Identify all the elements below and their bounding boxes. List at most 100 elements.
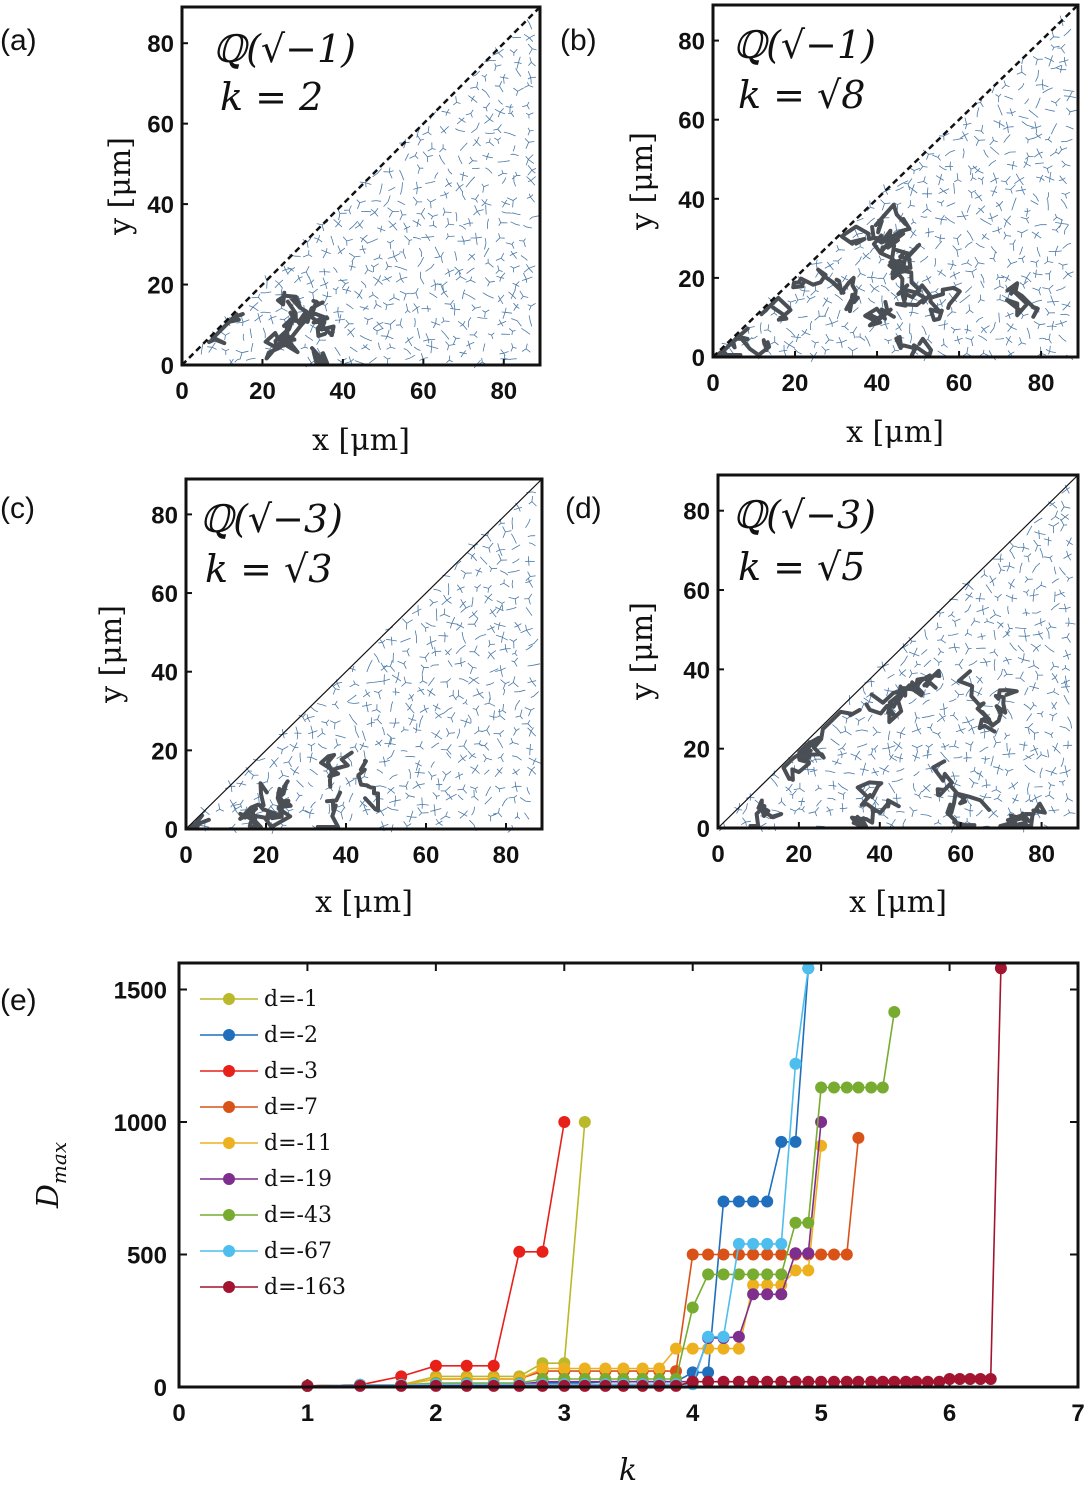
data-point [732,1342,745,1355]
network-plot-b [712,4,1079,362]
panel-label-b: (b) [560,24,597,57]
data-point [747,1248,760,1261]
chart-x-tick-label: 3 [558,1400,571,1427]
panel-c: (c) 0 20 40 60 80 0 20 40 60 80 ℚ(√−3) k = √3 x [… [0,477,544,920]
x-tick-label: 80 [1028,841,1055,868]
plot-frame-d [716,473,1080,830]
x-tick-label: 0 [179,842,192,869]
data-point [899,1375,912,1388]
y-axis-label-b: y [μm] [625,132,660,231]
legend-label: d=-43 [264,1203,332,1228]
series-line [307,1137,860,1387]
legend-entry: d=-43 [200,1203,332,1228]
chart-x-tick-label: 6 [943,1400,956,1427]
data-point [852,1131,865,1144]
chart-series [301,962,1007,1392]
series-d=-67 [301,962,815,1392]
panel-label-e: (e) [0,984,37,1017]
legend-entry: d=-11 [200,1131,332,1156]
y-tick-label: 0 [697,816,710,843]
chart-x-tick-label: 5 [814,1400,827,1427]
k-label-b: k = √8 [738,73,865,117]
data-point [888,1006,901,1018]
legend-marker [223,1173,235,1185]
x-tick-label: 20 [782,370,809,397]
data-point [636,1362,649,1375]
data-point [789,1264,802,1277]
legend: d=-1 d=-2 d=-3 d=-7 d=-11 d=-19 d=-43 d=-67 d=-1… [188,972,366,1300]
x-tick-label: 40 [864,370,891,397]
y-axis-label-c: y [μm] [94,605,129,704]
data-point [460,1359,473,1372]
data-point [775,1248,788,1261]
x-tick-label: 40 [333,842,360,869]
y-tick-label: 80 [683,499,710,526]
y-tick-label: 40 [151,660,178,687]
legend-marker [223,1065,235,1077]
y-tick-label: 60 [678,108,705,135]
data-point [747,1375,760,1388]
data-point [747,1268,760,1281]
x-axis-label-b: x [μm] [846,415,944,450]
series-d=-11 [301,1139,828,1392]
legend-label: d=-2 [264,1023,318,1048]
legend-label: d=-3 [264,1059,318,1084]
data-point [761,1279,774,1291]
y-tick-label: 60 [151,581,178,608]
diagonal-line [185,478,543,830]
tick-labels-c: 0 20 40 60 80 0 20 40 60 80 [151,502,519,869]
legend-marker [223,1245,235,1257]
cluster-path [207,290,336,365]
data-point [747,1288,760,1301]
diagonal-line [717,474,1079,829]
legend-label: d=-163 [264,1275,346,1300]
data-point [815,1139,828,1152]
data-point [828,1081,840,1094]
x-tick-label: 60 [947,841,974,868]
k-label-c: k = √3 [205,547,332,591]
panel-label-d: (d) [565,492,602,525]
data-point [732,1375,745,1388]
data-point [761,1195,774,1208]
data-point [994,962,1007,975]
data-point [617,1362,630,1375]
chart-y-tick-label: 500 [127,1243,167,1270]
data-point [964,1373,977,1385]
data-point [815,1375,828,1388]
plot-frame-c [184,477,544,831]
data-point [815,1081,828,1094]
chart-x-tick-label: 4 [686,1400,700,1427]
cluster-path [748,669,1047,828]
data-point [865,1081,878,1094]
x-axis-label-d: x [μm] [849,885,947,920]
y-tick-label: 20 [151,738,178,765]
tick-labels-a: 0 20 40 60 80 0 20 40 60 80 [147,31,517,405]
data-point [802,1375,815,1388]
data-point [732,1330,745,1343]
field-label-d: ℚ(√−3) [733,493,876,537]
data-point [775,1375,788,1388]
chart-x-tick-label: 1 [301,1400,314,1427]
data-point [789,1057,802,1070]
legend-marker [223,1029,235,1041]
legend-marker [223,1101,235,1113]
data-point [653,1362,666,1375]
tick-labels-d: 0 20 40 60 80 0 20 40 60 80 [683,499,1055,868]
x-axis-label-c: x [μm] [315,885,413,920]
y-axis-label-main: D [31,1184,66,1209]
data-point [775,1268,788,1281]
data-point [840,1248,853,1261]
series-line [307,968,810,1387]
data-point [732,1195,745,1208]
data-point [686,1375,699,1388]
chart-frame [177,961,1080,1389]
diagonal-line [181,6,541,366]
x-tick-label: 20 [786,841,813,868]
data-point [910,1375,923,1388]
data-point [933,1375,946,1388]
chart-x-tick-label: 0 [172,1400,185,1427]
data-point [513,1245,526,1258]
k-label-d: k = √5 [738,545,865,589]
data-point [395,1370,408,1383]
y-tick-label: 20 [147,273,174,300]
